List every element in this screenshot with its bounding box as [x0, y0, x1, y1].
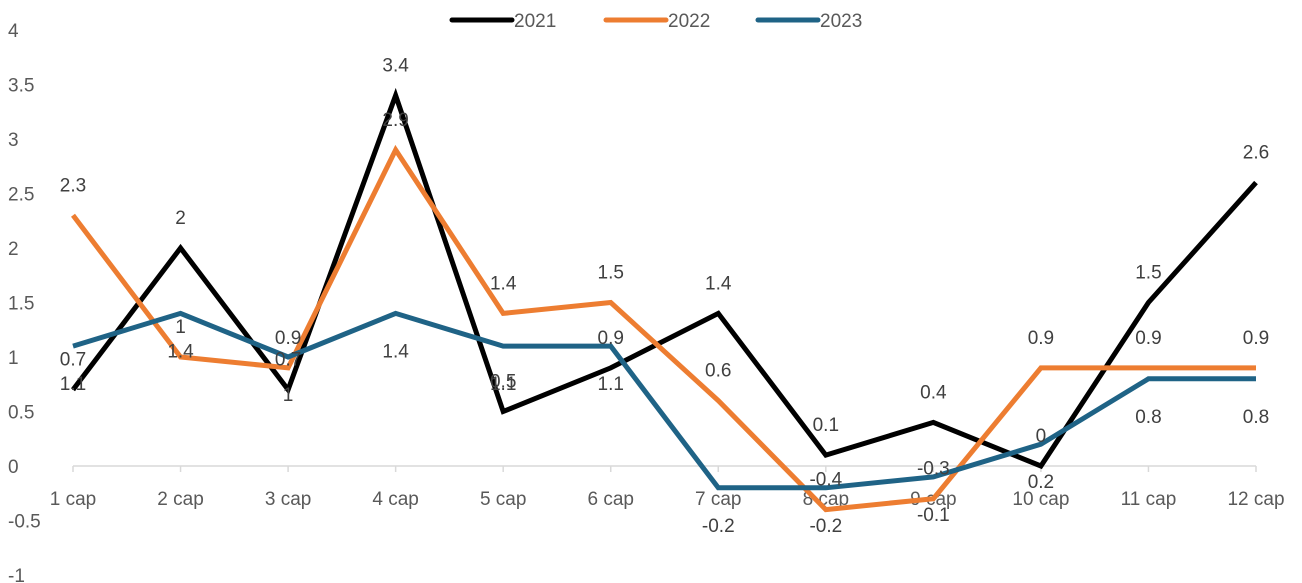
legend: 2021 2022 2023	[449, 11, 862, 32]
data-label-2023: 0.2	[1028, 472, 1054, 493]
data-label-2023: 1.1	[490, 374, 516, 395]
data-label-2023: -0.1	[917, 505, 950, 526]
data-label-2022: 0.9	[275, 328, 301, 349]
data-label-2021: 3.4	[382, 55, 409, 76]
data-label-2022: 1	[175, 317, 186, 338]
x-tick-label: 7 cap	[695, 489, 741, 510]
y-tick-label: 4	[8, 21, 19, 42]
data-labels: 0.7 2 0.7 3.4 0.5 0.9 1.4 0.1 0.4 0 1.5 2.6 2.3 1 0.9 2…	[60, 55, 1269, 536]
y-tick-label: 0	[8, 457, 19, 478]
y-axis-ticks: -1 -0.5 0 0.5 1 1.5 2 2.5 3 3.5 4	[8, 21, 41, 583]
data-label-2023: 1	[283, 385, 294, 406]
data-label-2021: 0.9	[598, 328, 624, 349]
series-line-2021	[71, 87, 1258, 470]
data-label-2021: 0.4	[920, 382, 947, 403]
x-tick-label: 11 cap	[1121, 489, 1177, 510]
data-label-2023: -0.2	[702, 516, 735, 537]
legend-label-2022: 2022	[668, 11, 710, 32]
data-label-2022: 0.9	[1243, 328, 1269, 349]
data-label-2022: 0.9	[1135, 328, 1161, 349]
data-label-2023: 1.4	[382, 341, 409, 362]
legend-label-2023: 2023	[820, 11, 862, 32]
x-tick-label: 6 cap	[587, 489, 633, 510]
data-label-2022: 2.3	[60, 175, 86, 196]
x-tick-label: 2 cap	[157, 489, 203, 510]
x-tick-label: 4 cap	[372, 489, 418, 510]
data-label-2021: 2	[175, 208, 186, 229]
data-label-2023: 1.1	[598, 374, 624, 395]
data-label-2021: 0.7	[60, 350, 86, 371]
data-label-2021: 0	[1036, 426, 1047, 447]
data-label-2022: -0.3	[917, 459, 950, 480]
data-label-2023: 1.4	[167, 341, 194, 362]
data-label-2022: 0.9	[1028, 328, 1054, 349]
data-label-2021: 0.1	[813, 415, 839, 436]
y-tick-label: 1.5	[8, 294, 34, 315]
x-tick-label: 12 cap	[1227, 489, 1284, 510]
data-label-2022: 1.4	[490, 273, 517, 294]
x-tick-label: 8 cap	[803, 489, 849, 510]
y-tick-label: 3	[8, 130, 19, 151]
x-tick-label: 1 cap	[50, 489, 96, 510]
data-label-2023: 1.1	[60, 374, 86, 395]
y-tick-label: 2	[8, 239, 19, 260]
series-lines	[71, 87, 1258, 513]
y-tick-label: 1	[8, 348, 19, 369]
data-label-2021: 2.6	[1243, 143, 1269, 164]
data-label-2021: 0.5	[490, 372, 516, 393]
data-label-2022: -0.4	[809, 470, 842, 491]
x-tick-label: 3 cap	[265, 489, 311, 510]
x-axis-ticks: 1 cap 2 cap 3 cap 4 cap 5 cap 6 cap 7 cap 8 cap…	[50, 489, 1285, 510]
data-label-2022: 0.6	[705, 361, 731, 382]
data-label-2022: 1.5	[598, 263, 624, 284]
data-label-2022: 2.9	[382, 110, 408, 131]
data-label-2021: 1.5	[1135, 263, 1161, 284]
y-tick-label: 0.5	[8, 403, 34, 424]
series-line-2023	[72, 310, 1256, 491]
data-label-2023: 0.8	[1135, 407, 1161, 428]
data-label-2021: 0.7	[275, 350, 301, 371]
y-tick-label: 2.5	[8, 185, 34, 206]
data-label-2021: 1.4	[705, 273, 732, 294]
series-line-2022	[71, 144, 1256, 513]
data-label-2023: -0.2	[809, 516, 842, 537]
y-tick-label: -1	[8, 566, 25, 583]
x-tick-label: 5 cap	[480, 489, 526, 510]
y-tick-label: 3.5	[8, 76, 34, 97]
data-label-2023: 0.8	[1243, 407, 1269, 428]
x-axis-tick-marks	[72, 466, 1257, 472]
legend-label-2021: 2021	[514, 11, 556, 32]
x-tick-label: 10 cap	[1012, 489, 1069, 510]
y-tick-label: -0.5	[8, 512, 41, 533]
